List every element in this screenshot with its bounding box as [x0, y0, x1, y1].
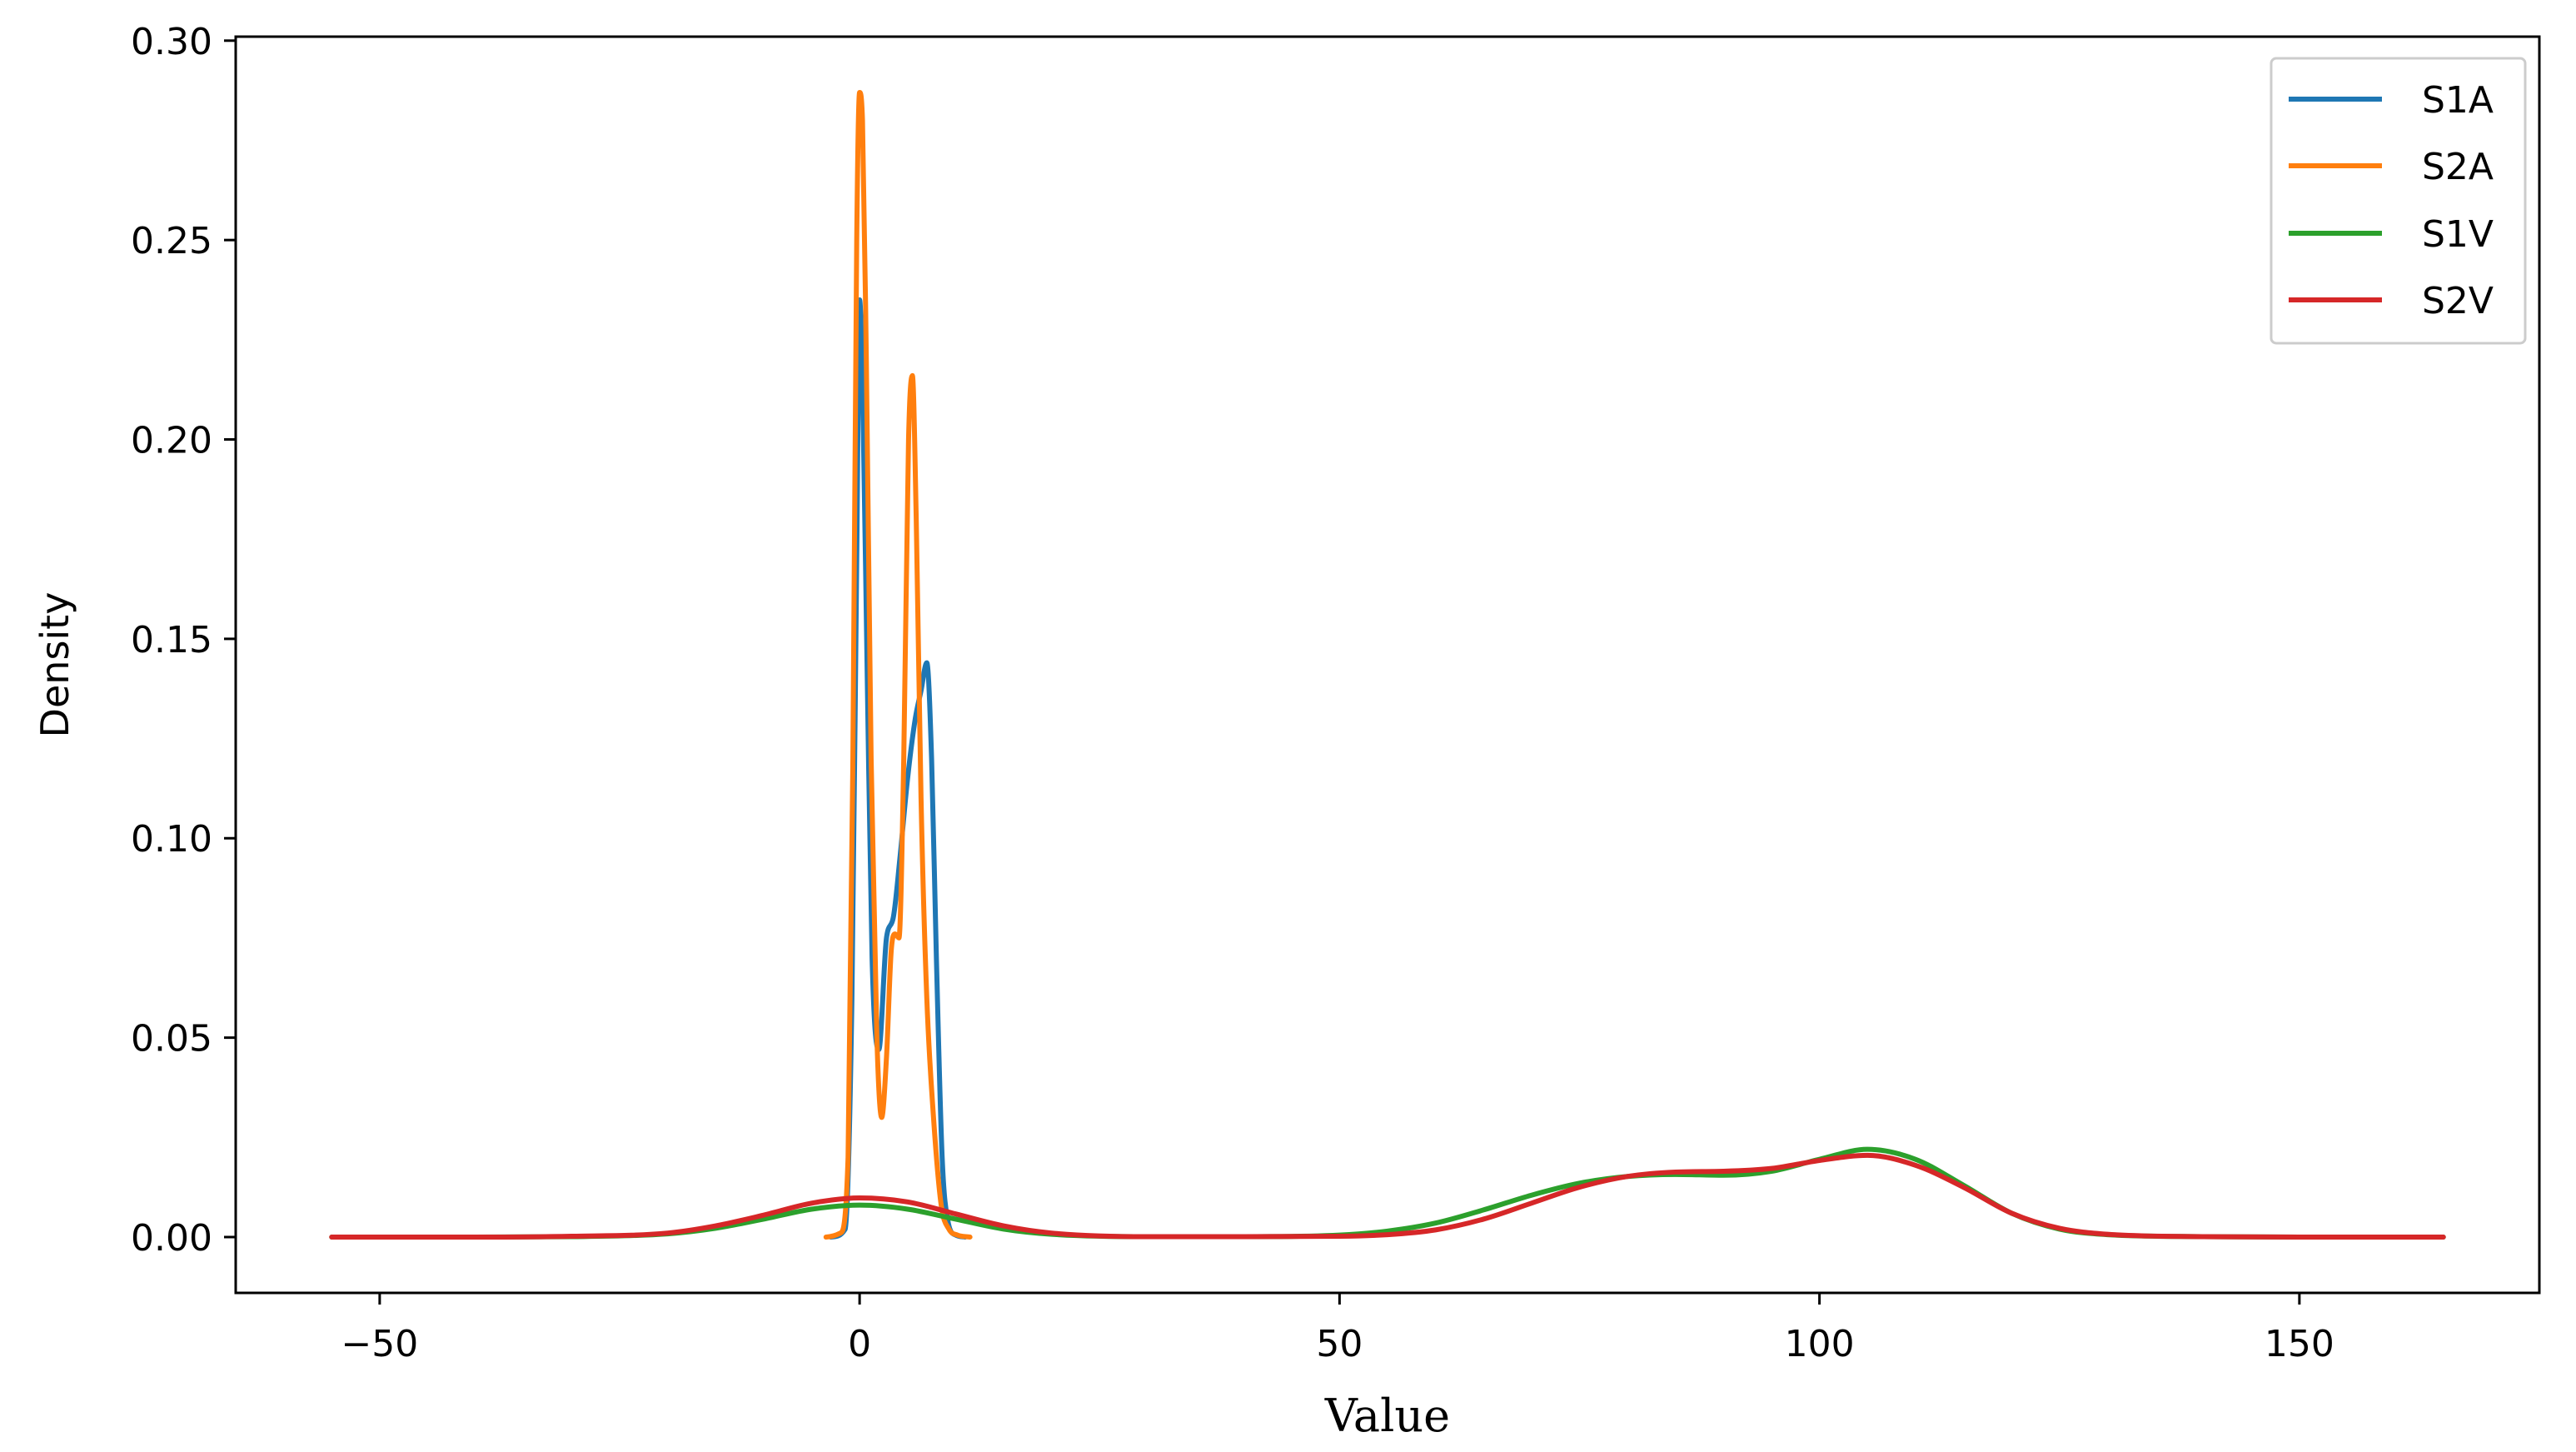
legend-label-s1v: S1V — [2422, 213, 2494, 256]
x-tick-label: 50 — [1316, 1323, 1363, 1365]
y-tick-label: 0.10 — [131, 818, 212, 861]
series-line-s2v — [329, 1152, 2446, 1240]
x-tick-label: 0 — [848, 1323, 871, 1365]
legend-label-s1a: S1A — [2422, 79, 2494, 122]
plot-frame — [234, 35, 2541, 1295]
y-tick-label: 0.20 — [131, 420, 212, 462]
y-axis-label: Density — [32, 592, 77, 738]
y-tick-label: 0.30 — [131, 21, 212, 63]
legend-label-s2a: S2A — [2422, 146, 2494, 188]
x-tick-label: 150 — [2265, 1323, 2334, 1365]
plot-lines — [329, 90, 2446, 1240]
y-tick-label: 0.15 — [131, 619, 212, 661]
x-axis-label: Value — [1324, 1390, 1450, 1442]
legend-label-s2v: S2V — [2422, 280, 2494, 322]
y-tick-label: 0.25 — [131, 220, 212, 262]
legend-box — [2270, 57, 2527, 345]
x-axis-ticks: −50 0 50 100 150 — [341, 1293, 2334, 1365]
series-line-s1v — [329, 1146, 2446, 1240]
x-tick-label: −50 — [341, 1323, 418, 1365]
y-axis-ticks: 0.00 0.05 0.10 0.15 0.20 0.25 0.30 — [131, 21, 236, 1260]
series-line-s2a — [823, 90, 973, 1240]
y-tick-label: 0.00 — [131, 1217, 212, 1260]
x-tick-label: 100 — [1785, 1323, 1855, 1365]
legend: S1A S2A S1V S2V — [2270, 57, 2527, 345]
y-tick-label: 0.05 — [131, 1018, 212, 1060]
